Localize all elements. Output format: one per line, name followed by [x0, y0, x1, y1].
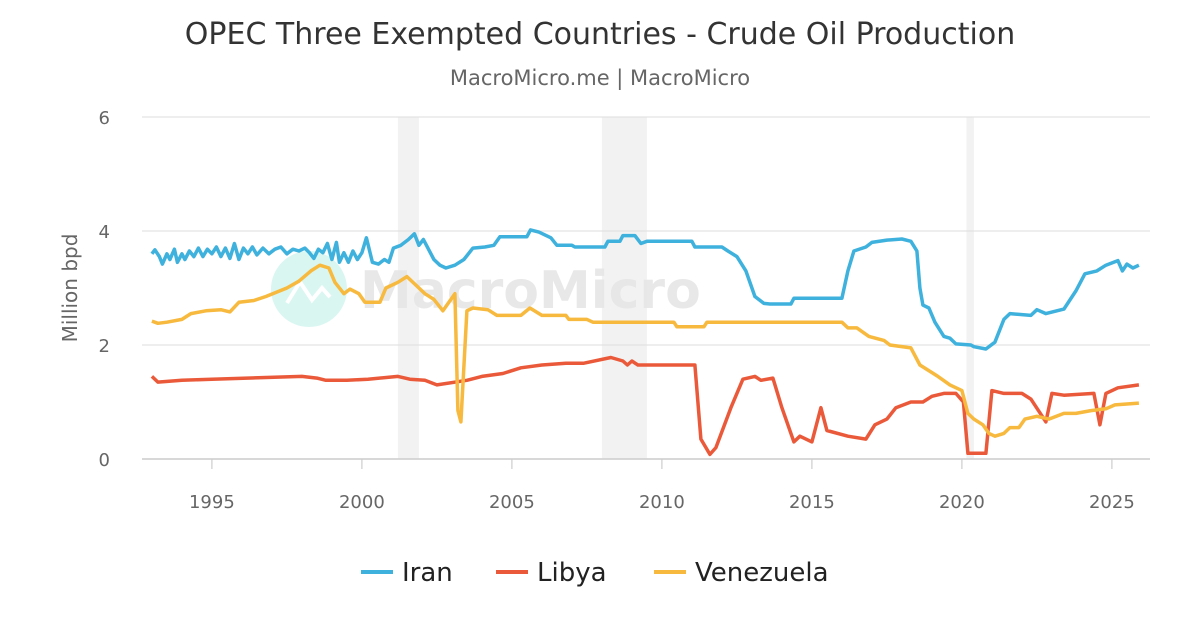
- legend: Iran Libya Venezuela: [361, 558, 829, 588]
- chart-title: OPEC Three Exempted Countries - Crude Oi…: [185, 17, 1015, 52]
- y-tick-label: 2: [99, 336, 110, 357]
- x-tick-label: 2010: [639, 492, 685, 513]
- legend-label-iran: Iran: [402, 558, 453, 588]
- shaded-period: [397, 117, 419, 459]
- y-tick-label: 6: [99, 108, 110, 129]
- x-axis: 1995 2000 2005 2010 2015 2020 2025: [189, 459, 1135, 513]
- x-tick-label: 2005: [489, 492, 535, 513]
- y-tick-label: 0: [99, 450, 110, 471]
- shaded-period: [601, 117, 647, 459]
- x-tick-label: 2025: [1089, 492, 1135, 513]
- chart-subtitle: MacroMicro.me | MacroMicro: [450, 66, 750, 91]
- watermark: MacroMicro: [271, 251, 701, 327]
- shaded-period: [966, 117, 974, 459]
- x-tick-label: 2015: [789, 492, 835, 513]
- legend-label-venezuela: Venezuela: [695, 558, 829, 588]
- x-tick-label: 2000: [339, 492, 385, 513]
- y-tick-label: 4: [99, 222, 110, 243]
- series-line-venezuela: [151, 263, 1140, 438]
- shaded-periods: [397, 117, 974, 459]
- y-axis: 0 2 4 6: [99, 108, 110, 471]
- series-lines: [150, 228, 1140, 457]
- y-axis-label: Million bpd: [58, 234, 82, 343]
- series-line-iran: [150, 228, 1140, 351]
- gridlines: [142, 116, 1150, 460]
- x-tick-label: 1995: [189, 492, 235, 513]
- x-tick-label: 2020: [939, 492, 985, 513]
- legend-label-libya: Libya: [537, 558, 607, 588]
- series-line-libya: [150, 355, 1140, 457]
- watermark-text: MacroMicro: [360, 261, 701, 321]
